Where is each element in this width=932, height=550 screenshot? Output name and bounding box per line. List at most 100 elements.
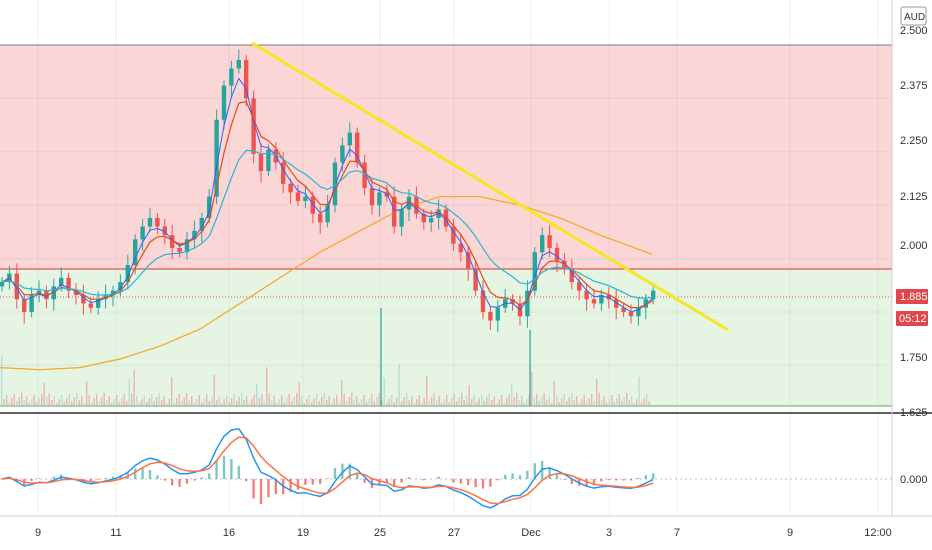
volume-bar	[333, 399, 335, 406]
volume-bar	[168, 399, 170, 406]
volume-bar	[503, 402, 505, 406]
volume-bar	[301, 396, 303, 406]
volume-bar	[166, 403, 168, 406]
macd-histogram-bar	[474, 479, 477, 488]
volume-bar	[78, 400, 80, 406]
macd-histogram-bar	[52, 476, 55, 479]
volume-bar	[176, 398, 178, 406]
candle	[155, 212, 160, 234]
volume-bar	[596, 379, 598, 406]
macd-histogram-bar	[326, 478, 329, 479]
macd-histogram-bar	[296, 479, 300, 490]
time-axis-labels[interactable]: 9 11 16 19 25 27 Dec 3 7 9 12:00	[35, 527, 892, 539]
volume-bar	[148, 398, 150, 406]
downtrend-line[interactable]	[251, 41, 729, 332]
volume-bar	[378, 393, 380, 406]
candle	[347, 122, 352, 157]
volume-bar	[161, 400, 163, 406]
macd-histogram-bar	[356, 473, 359, 479]
volume-bar	[516, 393, 518, 406]
volume-bar	[308, 395, 310, 406]
macd-histogram-bar	[378, 479, 381, 486]
volume-bar	[11, 398, 13, 406]
volume-bar	[368, 398, 370, 406]
volume-bar	[263, 401, 265, 406]
volume-bar	[578, 403, 580, 406]
volume-bar	[453, 394, 455, 406]
volume-bar	[321, 397, 323, 406]
candle	[621, 302, 626, 318]
volume-bar	[438, 396, 440, 406]
volume-bar	[446, 395, 448, 406]
volume-bar	[163, 396, 165, 406]
candle	[29, 287, 34, 318]
volume-bar	[608, 399, 610, 406]
volume-bar	[226, 395, 228, 406]
volume-bar	[68, 394, 70, 406]
macd-histogram-bar	[148, 469, 152, 479]
volume-bar	[16, 401, 18, 406]
volume-bar	[581, 399, 583, 406]
candle	[591, 288, 597, 309]
volume-bar	[433, 393, 435, 406]
price-tick-label: 2.250	[900, 135, 928, 147]
macd-histogram-bar	[259, 479, 263, 505]
volume-bar	[541, 397, 543, 406]
volume-bar	[343, 394, 345, 406]
volume-bar	[636, 399, 638, 406]
volume-bar	[178, 394, 180, 406]
volume-bar	[416, 399, 418, 406]
volume-bar	[558, 402, 560, 406]
volume-bar	[288, 394, 290, 406]
volume-bar	[303, 403, 305, 406]
volume-bar	[356, 396, 358, 406]
volume-bar	[536, 394, 538, 406]
volume-bar	[526, 399, 528, 406]
volume-bar	[531, 372, 533, 406]
volume-bar	[496, 403, 498, 406]
volume-bar	[31, 399, 33, 406]
volume-bar	[458, 397, 460, 406]
volume-bar	[93, 398, 95, 406]
candle	[184, 231, 190, 260]
ma-line-orange	[0, 196, 653, 371]
volume-bar	[273, 396, 275, 406]
volume-bar	[638, 377, 640, 406]
volume-bar	[506, 398, 508, 406]
candle	[325, 194, 330, 228]
volume-bar	[136, 396, 138, 406]
volume-bar	[106, 400, 108, 406]
currency-badge[interactable]: AUD	[904, 12, 925, 23]
candle	[0, 276, 5, 292]
volume-bar	[331, 403, 333, 406]
macd-histogram-bar	[333, 467, 337, 479]
volume-bar	[23, 400, 25, 406]
price-axis-labels[interactable]: 2.500 2.375 2.250 2.125 2.000 1.750 1.625 0.000	[900, 25, 928, 486]
volume-bar	[131, 393, 133, 406]
volume-bar	[561, 398, 563, 406]
volume-bar	[323, 393, 325, 406]
macd-histogram-bar	[489, 479, 492, 487]
volume-bar	[291, 401, 293, 406]
macd-histogram-bar	[563, 479, 566, 480]
volume-bar	[646, 394, 648, 406]
candle	[451, 218, 456, 251]
time-tick-label: 9	[35, 527, 41, 539]
volume-bar	[553, 381, 555, 406]
volume-bar	[293, 397, 295, 406]
macd-histogram-bar	[37, 478, 41, 479]
volume-bar	[566, 401, 568, 406]
time-tick-label: 9	[787, 527, 793, 539]
price-candles	[0, 49, 656, 333]
volume-bar	[521, 396, 523, 406]
volume-bar	[206, 394, 208, 406]
ma-line-red	[1, 100, 654, 309]
macd-histogram-bar	[600, 479, 603, 482]
volume-bar	[188, 400, 190, 406]
macd-line	[1, 427, 654, 509]
volume-bar	[451, 398, 453, 406]
volume-bar	[456, 401, 458, 406]
volume-bar	[443, 399, 445, 406]
candle	[355, 127, 360, 168]
